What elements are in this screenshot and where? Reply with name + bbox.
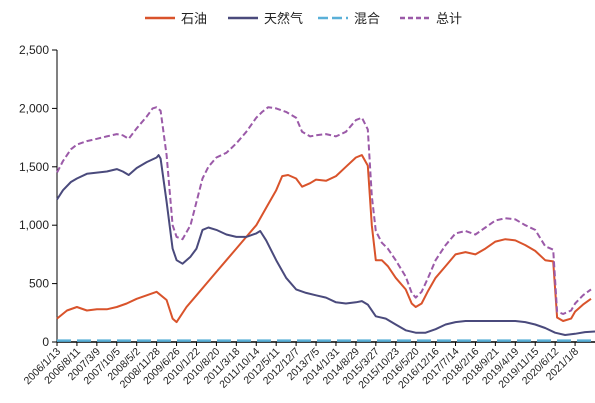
y-tick-label: 1,000: [19, 218, 49, 232]
series-line-0: [56, 154, 592, 324]
legend-label-0: 石油: [181, 11, 207, 26]
y-tick-label: 2,500: [19, 43, 49, 57]
series-lines: [56, 106, 595, 342]
y-tick-label: 500: [29, 277, 49, 291]
series-line-1: [56, 154, 595, 336]
chart-legend: 石油 天然气 混合 总计: [145, 11, 462, 26]
x-axis: 2006/1/132006/8/112007/3/92007/10/52008/…: [22, 341, 595, 391]
y-tick-label: 2,000: [19, 101, 49, 115]
y-tick-label: 0: [42, 335, 49, 349]
y-axis: 0 500 1,000 1,500 2,000 2,500: [19, 43, 58, 349]
legend-label-1: 天然气: [264, 11, 303, 26]
y-tick-label: 1,500: [19, 160, 49, 174]
series-line-3: [56, 106, 592, 315]
legend-label-3: 总计: [436, 11, 462, 26]
legend-label-2: 混合: [354, 11, 380, 26]
